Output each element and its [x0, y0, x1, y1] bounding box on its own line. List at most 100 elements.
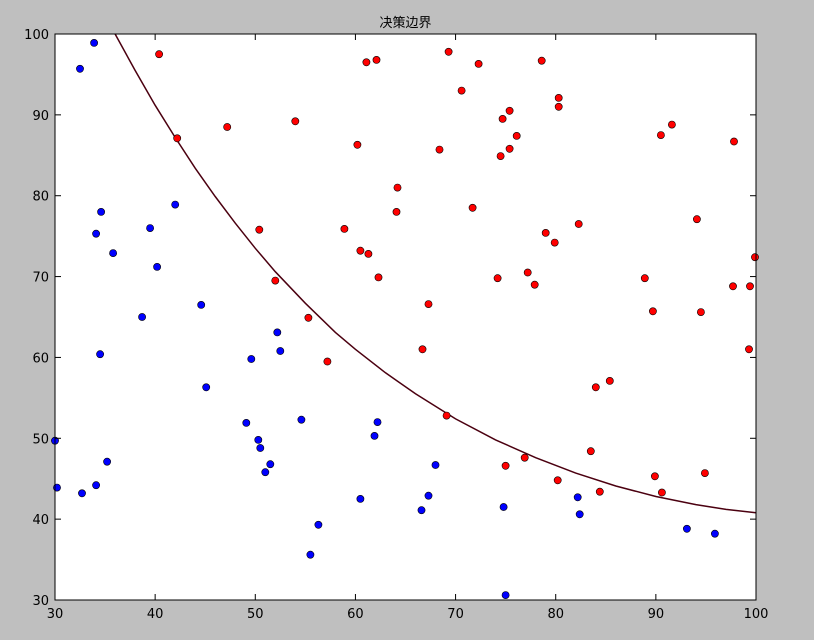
data-point-positive [304, 313, 313, 322]
data-point-positive [340, 224, 349, 233]
data-point-positive [537, 56, 546, 65]
data-point-negative [276, 347, 285, 355]
plot-area [55, 34, 756, 600]
y-tick-label: 30 [32, 594, 49, 609]
data-point-positive [697, 308, 705, 316]
data-point-negative [76, 64, 84, 73]
x-tick-label: 50 [247, 607, 264, 622]
data-point-positive [591, 383, 600, 392]
data-point-positive [155, 50, 163, 59]
data-point-positive [173, 134, 182, 143]
data-point-positive [255, 225, 264, 234]
data-point-negative [261, 468, 270, 477]
data-point-positive [493, 274, 502, 283]
data-point-positive [364, 249, 373, 258]
data-point-positive [668, 120, 676, 129]
data-point-positive [541, 228, 550, 237]
y-tick-label: 50 [32, 432, 49, 447]
y-tick-label: 90 [32, 109, 49, 124]
data-point-positive [291, 117, 300, 126]
data-point-positive [393, 183, 402, 192]
data-point-positive [457, 86, 466, 95]
data-point-negative [96, 350, 104, 359]
data-point-negative [103, 457, 111, 466]
plot-frame [54, 33, 757, 601]
data-point-positive [372, 56, 381, 64]
data-point-negative [138, 313, 146, 321]
data-point-negative [153, 262, 161, 271]
data-point-positive [392, 207, 401, 216]
data-point-negative [273, 328, 282, 337]
data-point-negative [254, 435, 263, 444]
data-point-positive [468, 203, 477, 212]
data-point-positive [701, 469, 709, 477]
data-point-positive [362, 58, 371, 67]
x-tick-label: 30 [47, 607, 64, 622]
data-point-negative [297, 415, 306, 424]
data-point-positive [505, 106, 514, 115]
x-tick-label: 60 [347, 607, 364, 622]
y-tick-label: 80 [32, 190, 49, 205]
y-tick-label: 40 [32, 513, 49, 528]
data-point-positive [442, 411, 451, 420]
data-point-negative [97, 207, 105, 216]
data-point-positive [574, 220, 583, 228]
data-point-positive [550, 238, 559, 247]
data-point-positive [356, 246, 365, 255]
y-tick-label: 70 [32, 271, 49, 286]
data-point-negative [370, 431, 379, 440]
data-point-positive [746, 282, 754, 291]
chart-title: 决策边界 [379, 15, 431, 31]
data-point-negative [197, 300, 206, 309]
x-tick-label: 70 [447, 607, 464, 622]
data-point-positive [658, 488, 666, 497]
data-point-positive [418, 345, 427, 354]
data-point-negative [266, 460, 275, 469]
data-point-positive [730, 137, 738, 146]
data-point-negative [356, 494, 365, 503]
data-point-negative [306, 550, 315, 559]
data-point-negative [146, 224, 154, 232]
data-point-positive [657, 131, 665, 139]
data-point-negative [424, 491, 433, 500]
data-point-positive [435, 145, 444, 154]
data-point-positive [605, 376, 614, 385]
data-point-positive [554, 102, 563, 111]
data-point-negative [711, 529, 719, 538]
data-point-positive [353, 140, 362, 149]
data-point-positive [501, 461, 510, 470]
data-point-negative [417, 506, 426, 515]
data-point-positive [554, 94, 563, 102]
data-point-positive [745, 345, 753, 354]
data-point-negative [202, 383, 211, 392]
x-tick-label: 100 [744, 607, 769, 622]
data-point-negative [242, 418, 251, 427]
data-point-positive [729, 282, 737, 291]
data-point-positive [651, 472, 659, 481]
data-point-negative [78, 489, 86, 498]
data-point-negative [109, 249, 117, 257]
data-point-negative [683, 524, 691, 533]
data-point-positive [271, 276, 280, 285]
data-point-positive [586, 447, 595, 456]
data-point-positive [498, 115, 507, 123]
data-point-negative [373, 418, 382, 426]
data-point-positive [444, 47, 453, 56]
data-point-negative [499, 503, 508, 511]
data-point-negative [92, 481, 100, 490]
x-tick-label: 90 [648, 607, 665, 622]
data-point-positive [693, 215, 701, 224]
data-point-positive [640, 274, 649, 283]
data-point-positive [496, 152, 505, 160]
data-point-negative [314, 520, 323, 529]
data-point-negative [575, 510, 584, 519]
data-point-negative [53, 483, 61, 492]
data-point-positive [474, 60, 483, 68]
data-point-negative [501, 591, 510, 599]
data-point-positive [512, 131, 521, 140]
data-point-positive [751, 253, 759, 262]
data-point-positive [649, 307, 657, 316]
data-point-positive [323, 357, 332, 366]
data-point-positive [530, 280, 539, 289]
